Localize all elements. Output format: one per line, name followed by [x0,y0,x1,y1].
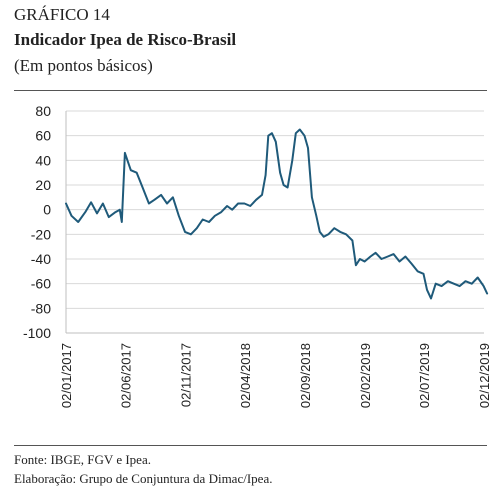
bottom-rule [14,445,487,446]
x-tick-label: 02/06/2017 [118,343,133,408]
series-line-layer [65,128,489,300]
y-tick-label: 40 [35,152,51,168]
x-tick-label: 02/12/2019 [477,343,492,408]
y-tick-label: -100 [23,325,51,341]
figure-title: Indicador Ipea de Risco-Brasil [14,30,237,49]
x-tick-label: 02/04/2018 [238,343,253,408]
y-tick-label: -60 [31,276,51,292]
x-tick-label: 02/07/2019 [417,343,432,408]
y-tick-label: -80 [31,300,51,316]
x-tick-label: 02/11/2017 [178,343,193,407]
credit-note: Elaboração: Grupo de Conjuntura da Dimac… [14,471,273,486]
y-tick-label: 20 [35,177,51,193]
y-tick-label: -20 [31,226,51,242]
x-tick-label: 02/01/2017 [59,343,74,408]
y-tick-labels: 80 60 40 20 0 -20 -40 -60 -80 -100 [23,103,51,341]
figure-unit: (Em pontos básicos) [14,56,153,75]
axes [65,111,484,334]
source-note: Fonte: IBGE, FGV e Ipea. [14,452,151,467]
y-tick-label: 0 [43,202,51,218]
y-tick-label: -40 [31,251,51,267]
grid-lines [66,110,484,309]
top-rule [14,90,487,91]
series-line [65,128,489,300]
x-tick-labels: 02/01/2017 02/06/2017 02/11/2017 02/04/2018… [59,343,492,408]
x-tick-label: 02/09/2018 [298,343,313,408]
x-tick-label: 02/02/2019 [358,343,373,408]
y-tick-label: 80 [35,103,51,119]
figure-number: GRÁFICO 14 [14,5,110,24]
y-tick-label: 60 [35,128,51,144]
